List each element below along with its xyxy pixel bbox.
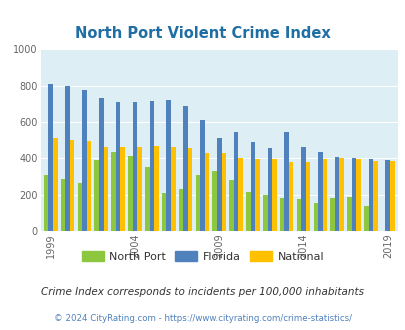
Bar bbox=[132, 102, 137, 231]
Bar bbox=[250, 142, 255, 231]
Bar bbox=[183, 106, 188, 231]
Bar bbox=[271, 159, 276, 231]
Bar bbox=[255, 159, 259, 231]
Bar bbox=[363, 206, 368, 231]
Bar bbox=[53, 138, 58, 231]
Bar bbox=[166, 100, 171, 231]
Bar bbox=[77, 183, 82, 231]
Bar bbox=[216, 138, 221, 231]
Bar bbox=[330, 198, 334, 231]
Bar bbox=[82, 90, 87, 231]
Bar bbox=[44, 175, 48, 231]
Bar bbox=[288, 162, 293, 231]
Bar bbox=[171, 147, 175, 231]
Bar bbox=[61, 179, 65, 231]
Bar bbox=[195, 175, 200, 231]
Bar bbox=[267, 148, 271, 231]
Bar bbox=[372, 161, 377, 231]
Text: Crime Index corresponds to incidents per 100,000 inhabitants: Crime Index corresponds to incidents per… bbox=[41, 287, 364, 297]
Text: North Port Violent Crime Index: North Port Violent Crime Index bbox=[75, 26, 330, 41]
Bar bbox=[339, 158, 343, 231]
Bar bbox=[389, 161, 394, 231]
Bar bbox=[284, 132, 288, 231]
Bar bbox=[120, 147, 125, 231]
Bar bbox=[188, 148, 192, 231]
Bar bbox=[313, 203, 317, 231]
Bar bbox=[245, 192, 250, 231]
Bar bbox=[233, 132, 238, 231]
Bar bbox=[99, 98, 103, 231]
Bar bbox=[204, 153, 209, 231]
Bar bbox=[351, 158, 356, 231]
Bar bbox=[368, 159, 372, 231]
Bar bbox=[137, 147, 141, 231]
Bar bbox=[212, 171, 216, 231]
Bar bbox=[334, 156, 339, 231]
Bar bbox=[305, 162, 309, 231]
Bar bbox=[154, 146, 158, 231]
Bar bbox=[317, 152, 322, 231]
Text: © 2024 CityRating.com - https://www.cityrating.com/crime-statistics/: © 2024 CityRating.com - https://www.city… bbox=[54, 314, 351, 323]
Bar bbox=[149, 101, 154, 231]
Bar bbox=[70, 140, 74, 231]
Bar bbox=[356, 159, 360, 231]
Bar bbox=[296, 199, 301, 231]
Bar bbox=[65, 86, 70, 231]
Bar bbox=[262, 195, 267, 231]
Bar bbox=[111, 152, 115, 231]
Bar bbox=[322, 159, 326, 231]
Bar bbox=[229, 180, 233, 231]
Bar bbox=[279, 198, 283, 231]
Bar bbox=[115, 102, 120, 231]
Bar bbox=[103, 147, 108, 231]
Bar bbox=[221, 153, 226, 231]
Bar bbox=[384, 160, 389, 231]
Bar bbox=[128, 156, 132, 231]
Bar bbox=[48, 84, 53, 231]
Legend: North Port, Florida, National: North Port, Florida, National bbox=[77, 247, 328, 266]
Bar bbox=[238, 158, 242, 231]
Bar bbox=[162, 193, 166, 231]
Bar bbox=[145, 167, 149, 231]
Bar bbox=[346, 197, 351, 231]
Bar bbox=[301, 147, 305, 231]
Bar bbox=[178, 189, 183, 231]
Bar bbox=[200, 120, 204, 231]
Bar bbox=[94, 160, 99, 231]
Bar bbox=[87, 141, 91, 231]
